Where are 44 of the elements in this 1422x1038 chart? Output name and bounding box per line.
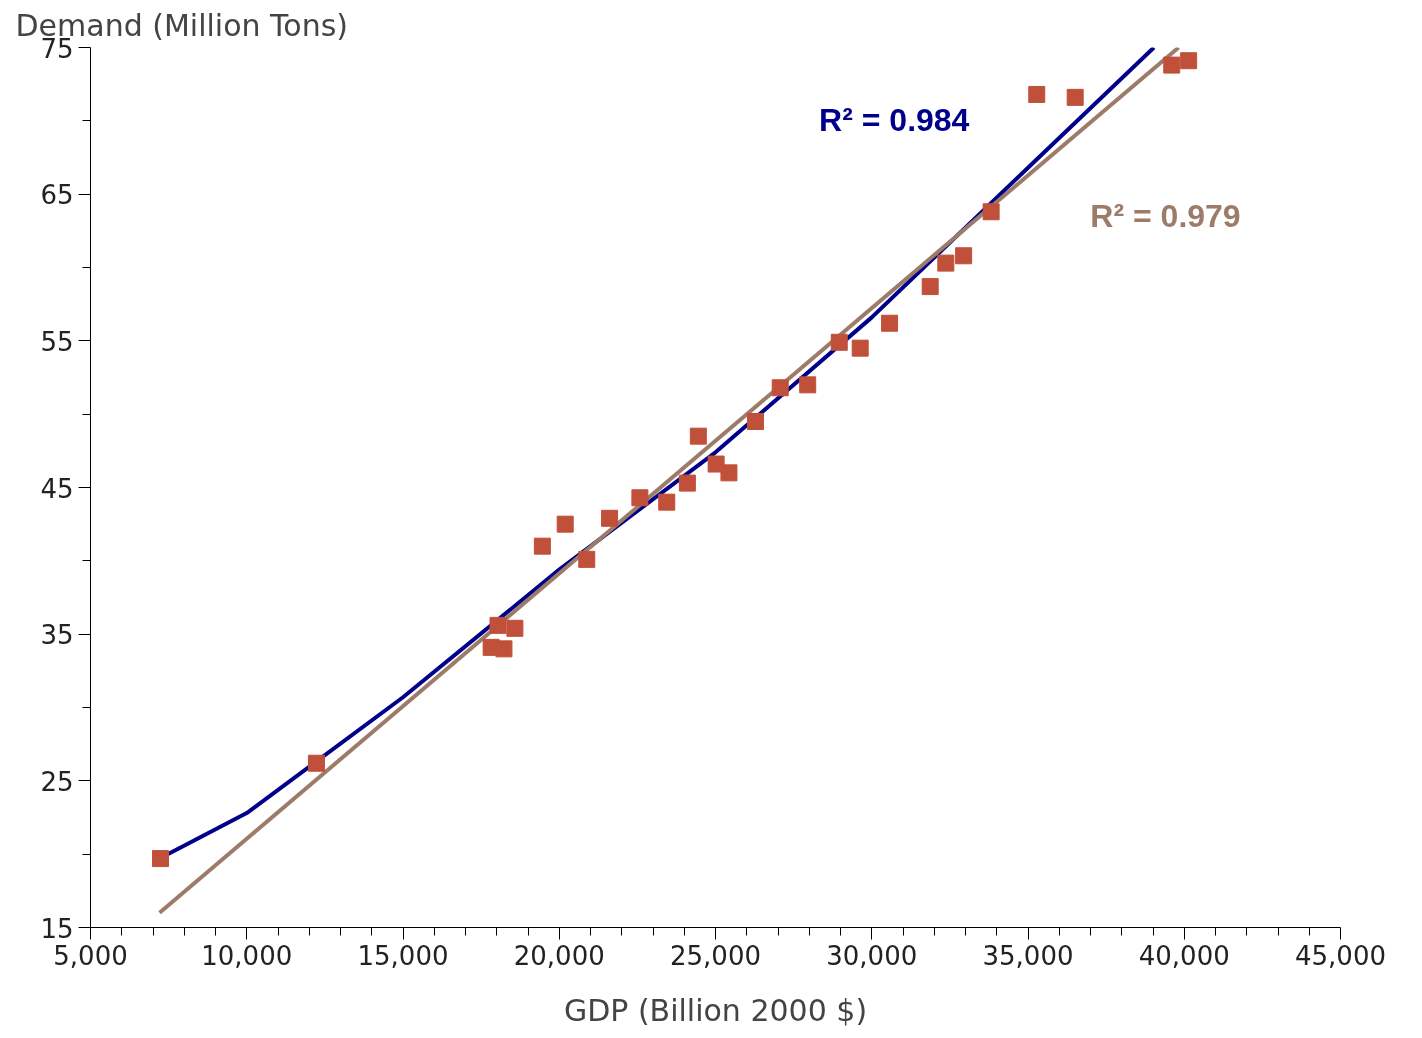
y-tick-label: 45 bbox=[40, 473, 74, 504]
x-tick-label: 20,000 bbox=[513, 940, 605, 971]
point bbox=[601, 509, 619, 527]
y-tick-label: 55 bbox=[40, 326, 74, 357]
point bbox=[982, 203, 1000, 221]
point bbox=[1066, 88, 1084, 106]
annotation: R² = 0.984 bbox=[819, 101, 970, 138]
point bbox=[533, 537, 551, 555]
point bbox=[506, 619, 524, 637]
point bbox=[747, 413, 764, 430]
y-tick-label: 25 bbox=[40, 766, 74, 797]
point bbox=[851, 339, 869, 357]
point bbox=[921, 278, 939, 296]
point bbox=[689, 427, 707, 445]
y-tick-label: 35 bbox=[40, 620, 74, 651]
x-tick-label: 40,000 bbox=[1138, 940, 1230, 971]
x-tick-label: 30,000 bbox=[826, 940, 918, 971]
point bbox=[678, 474, 696, 492]
point bbox=[830, 333, 848, 351]
x-axis-title: GDP (Billion 2000 $) bbox=[563, 992, 868, 1028]
point bbox=[556, 515, 574, 533]
point bbox=[307, 754, 325, 772]
x-tick-label: 25,000 bbox=[670, 940, 761, 971]
point bbox=[495, 640, 513, 658]
point bbox=[578, 550, 596, 568]
x-tick-label: 15,000 bbox=[357, 940, 449, 971]
point bbox=[658, 493, 676, 511]
point bbox=[1163, 56, 1181, 74]
point bbox=[771, 379, 789, 397]
point bbox=[937, 254, 955, 272]
x-tick-label: 10,000 bbox=[201, 940, 293, 971]
point bbox=[1028, 85, 1046, 103]
point bbox=[881, 314, 899, 332]
point bbox=[631, 489, 649, 507]
point bbox=[489, 616, 507, 634]
x-tick-label: 35,000 bbox=[982, 940, 1074, 971]
y-tick-label: 65 bbox=[40, 180, 74, 211]
point bbox=[955, 247, 973, 265]
point bbox=[1180, 52, 1198, 70]
annotation: R² = 0.979 bbox=[1090, 198, 1241, 235]
x-tick-label: 45,000 bbox=[1295, 940, 1386, 971]
point bbox=[152, 850, 169, 868]
point bbox=[720, 464, 738, 482]
point bbox=[799, 376, 817, 394]
